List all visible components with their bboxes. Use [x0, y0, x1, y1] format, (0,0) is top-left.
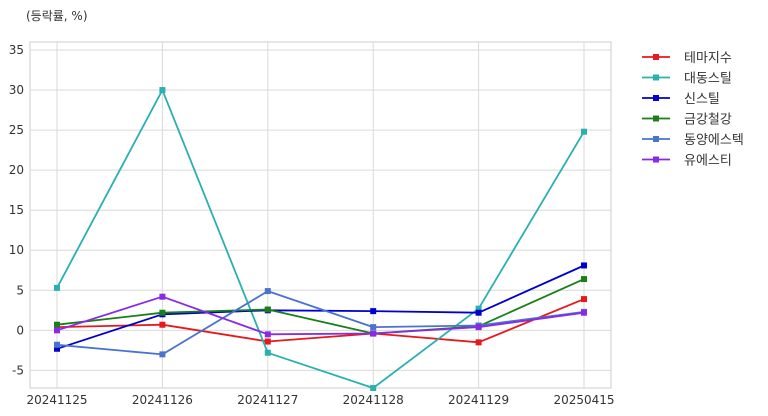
data-point [581, 276, 587, 283]
data-point [370, 385, 377, 391]
data-point [581, 128, 587, 135]
legend-item: 금강철강 [642, 113, 732, 128]
legend-label: 테마지수 [684, 51, 732, 66]
data-point [159, 293, 166, 300]
grid-lines [30, 42, 611, 388]
data-point [159, 321, 166, 328]
legend-marker [653, 54, 659, 60]
y-axis-ticks: -5 0 5 10 15 20 25 30 35 [9, 43, 24, 377]
y-tick-label: 10 [9, 243, 24, 257]
series-line [56, 264, 585, 350]
data-point [54, 321, 60, 328]
x-tick-label: 20241127 [237, 393, 298, 407]
data-point [159, 351, 166, 358]
data-point [264, 338, 271, 345]
legend-marker [653, 156, 659, 163]
y-tick-label: 20 [9, 163, 24, 177]
data-point [475, 339, 482, 346]
data-point [581, 262, 587, 269]
y-tick-label: 15 [9, 203, 24, 217]
data-point [475, 305, 482, 312]
data-point [370, 330, 377, 337]
data-point [581, 296, 587, 303]
data-point [54, 345, 60, 352]
x-tick-label: 20241125 [26, 393, 87, 407]
x-tick-label: 20250415 [553, 393, 614, 407]
series-대동스틸 [54, 87, 587, 391]
legend-item: 동양에스텍 [642, 133, 744, 148]
y-tick-label: 5 [16, 283, 24, 297]
series-line [56, 295, 585, 336]
data-point [54, 341, 60, 348]
data-point [475, 324, 482, 331]
legend-marker [653, 136, 659, 142]
data-point [159, 309, 166, 316]
data-point [264, 288, 271, 295]
series-line [56, 290, 585, 356]
data-point [54, 327, 60, 334]
series-layer [54, 87, 587, 391]
series-유에스티 [54, 293, 587, 338]
data-point [159, 87, 166, 94]
y-tick-label: 30 [9, 83, 24, 97]
series-line [56, 298, 585, 344]
data-point [264, 331, 271, 338]
data-point [264, 349, 271, 356]
y-tick-label: 25 [9, 123, 24, 137]
y-tick-label: 35 [9, 43, 24, 57]
x-axis-ticks: 20241125 20241126 20241127 20241128 20241129… [26, 393, 614, 407]
legend-marker [653, 115, 659, 122]
x-tick-label: 20241129 [448, 393, 509, 407]
legend-label: 유에스티 [684, 154, 732, 169]
data-point [54, 284, 60, 291]
x-tick-label: 20241126 [132, 393, 193, 407]
x-tick-label: 20241128 [343, 393, 404, 407]
legend-item: 테마지수 [642, 51, 732, 66]
legend-item: 대동스틸 [642, 72, 732, 87]
plot-area [29, 41, 612, 389]
y-unit-label: (등락률, %) [26, 9, 88, 23]
y-tick-label: 0 [16, 323, 24, 337]
legend-marker [653, 95, 659, 101]
legend-label: 신스틸 [684, 92, 720, 107]
series-line [56, 89, 585, 389]
legend-item: 신스틸 [642, 92, 720, 107]
data-point [581, 309, 587, 316]
data-point [370, 308, 377, 315]
legend-item: 유에스티 [642, 154, 732, 169]
legend-marker [653, 74, 659, 81]
y-tick-label: -5 [12, 363, 24, 377]
data-point [475, 309, 482, 316]
legend-label: 동양에스텍 [684, 133, 744, 148]
legend-label: 대동스틸 [684, 72, 732, 87]
data-point [370, 324, 377, 331]
legend-label: 금강철강 [684, 113, 732, 128]
series-line [56, 278, 585, 335]
data-point [264, 306, 271, 313]
